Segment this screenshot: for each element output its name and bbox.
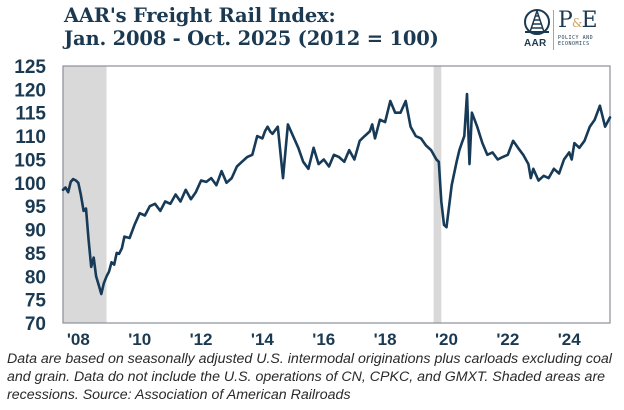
y-tick-label: 115 xyxy=(15,104,46,125)
pe-ampersand: & xyxy=(571,16,583,30)
x-tick-label: '12 xyxy=(190,330,213,349)
y-tick-label: 100 xyxy=(14,174,46,195)
chart-title: AAR's Freight Rail Index: Jan. 2008 - Oc… xyxy=(64,4,439,50)
y-tick-label: 90 xyxy=(25,221,46,242)
y-tick-label: 70 xyxy=(25,314,46,335)
x-tick-label: '10 xyxy=(128,330,151,349)
y-tick-label: 85 xyxy=(25,244,47,265)
logo-separator xyxy=(553,10,554,50)
y-tick-label: 80 xyxy=(25,267,46,288)
recession-band-2 xyxy=(433,66,442,323)
aar-logo-text: AAR xyxy=(524,38,547,49)
y-tick-label: 120 xyxy=(14,80,46,101)
pe-subtitle-line-2: ECONOMICS xyxy=(558,41,590,47)
pe-letter-p: P xyxy=(558,8,573,33)
pe-logo-text: P&E xyxy=(558,8,598,33)
aar-pe-logo: AAR P&E POLICY AND ECONOMICS xyxy=(518,8,622,52)
footnote: Data are based on seasonally adjusted U.… xyxy=(7,351,612,403)
series-points xyxy=(63,94,610,294)
y-tick-label: 95 xyxy=(25,197,47,218)
series-line-freight-rail-index xyxy=(61,92,612,296)
y-tick-label: 105 xyxy=(14,150,46,171)
x-tick-label: '18 xyxy=(374,330,397,349)
x-tick-label: '14 xyxy=(251,330,274,349)
recession-band-1 xyxy=(63,66,107,323)
pe-letter-e: E xyxy=(581,8,598,33)
x-tick-label: '16 xyxy=(312,330,335,349)
pe-subtitle: POLICY AND ECONOMICS xyxy=(558,35,593,47)
y-tick-label: 110 xyxy=(15,127,46,148)
x-tick-label: '22 xyxy=(496,330,519,349)
y-tick-label: 75 xyxy=(25,291,47,312)
x-tick-label: '24 xyxy=(558,330,581,349)
x-axis-ticks: '08 '10 '12 '14 '16 '18 '20 '22 '24 xyxy=(67,330,581,349)
y-tick-label: 125 xyxy=(14,57,46,78)
x-tick-label: '08 xyxy=(67,330,90,349)
plot-frame xyxy=(62,65,611,324)
recession-shading-group xyxy=(63,66,442,323)
title-line-2: Jan. 2008 - Oct. 2025 (2012 = 100) xyxy=(64,27,439,50)
title-line-1: AAR's Freight Rail Index: xyxy=(64,4,336,27)
x-tick-label: '20 xyxy=(435,330,458,349)
pe-subtitle-line-1: POLICY AND xyxy=(558,35,594,41)
aar-rail-icon xyxy=(524,9,550,35)
